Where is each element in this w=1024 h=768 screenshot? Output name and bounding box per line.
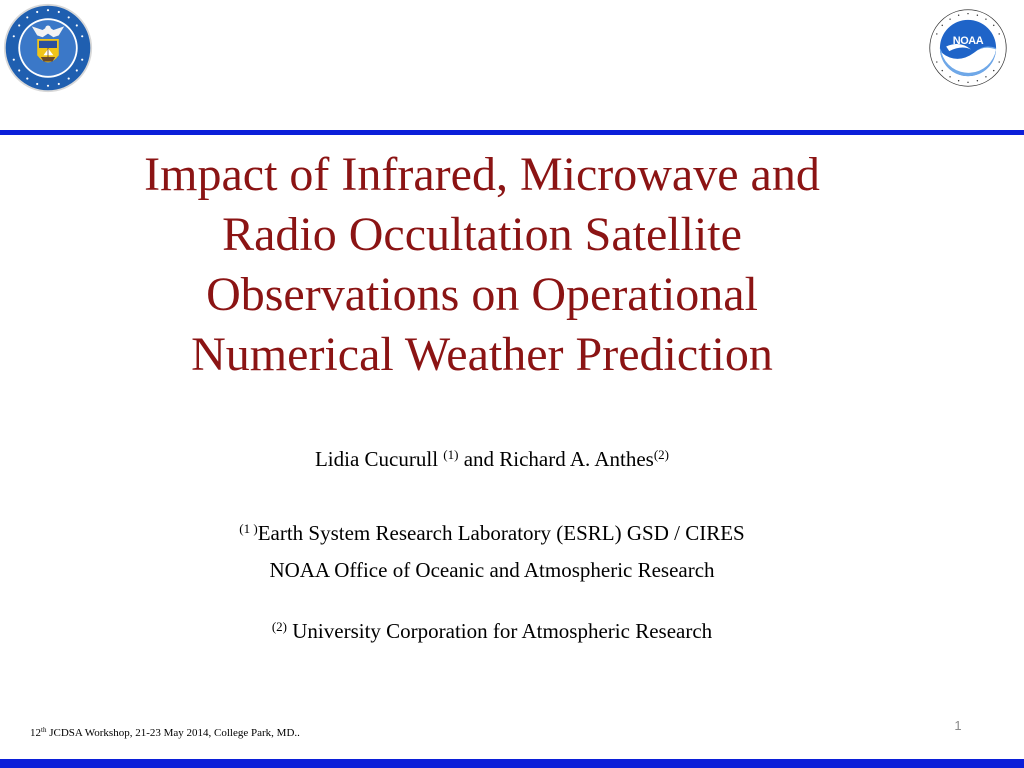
affiliation-1-line-2: NOAA Office of Oceanic and Atmospheric R… (269, 558, 715, 582)
affiliation-2-mark: (2) (271, 619, 287, 634)
slide-footer: 12th JCDSA Workshop, 21-23 May 2014, Col… (30, 726, 300, 740)
author-2: and Richard A. Anthes (463, 447, 654, 471)
top-divider (0, 130, 1024, 135)
bottom-divider (0, 759, 1024, 768)
affiliation-1-text: Earth System Research Laboratory (ESRL) … (257, 521, 745, 545)
author-2-mark: (2) (653, 447, 670, 462)
affiliation-2-line: (2) University Corporation for Atmospher… (0, 618, 984, 644)
footer-text: JCDSA Workshop, 21-23 May 2014, College … (49, 727, 300, 739)
noaa-logo-icon: NOAA (929, 9, 1007, 87)
footer-suffix: th (41, 726, 47, 734)
title-line: Radio Occultation Satellite (222, 208, 742, 261)
title-line: Numerical Weather Prediction (191, 328, 773, 381)
authors-line: Lidia Cucurull (1) and Richard A. Anthes… (0, 446, 984, 472)
title-line: Observations on Operational (206, 268, 758, 321)
title-line: Impact of Infrared, Microwave and (144, 148, 820, 201)
affiliation-1-mark: (1 ) (239, 521, 258, 536)
footer-number: 12 (30, 727, 41, 739)
svg-text:NOAA: NOAA (953, 35, 984, 47)
affiliation-2-text: University Corporation for Atmospheric R… (292, 619, 713, 643)
page-number: 1 (954, 718, 962, 733)
affiliation-1-line-1: (1 )Earth System Research Laboratory (ES… (0, 520, 984, 546)
author-1-mark: (1) (443, 447, 459, 462)
author-1: Lidia Cucurull (314, 447, 439, 471)
commerce-seal-icon (3, 3, 93, 93)
slide-title: Impact of Infrared, Microwave and Radio … (40, 145, 924, 385)
